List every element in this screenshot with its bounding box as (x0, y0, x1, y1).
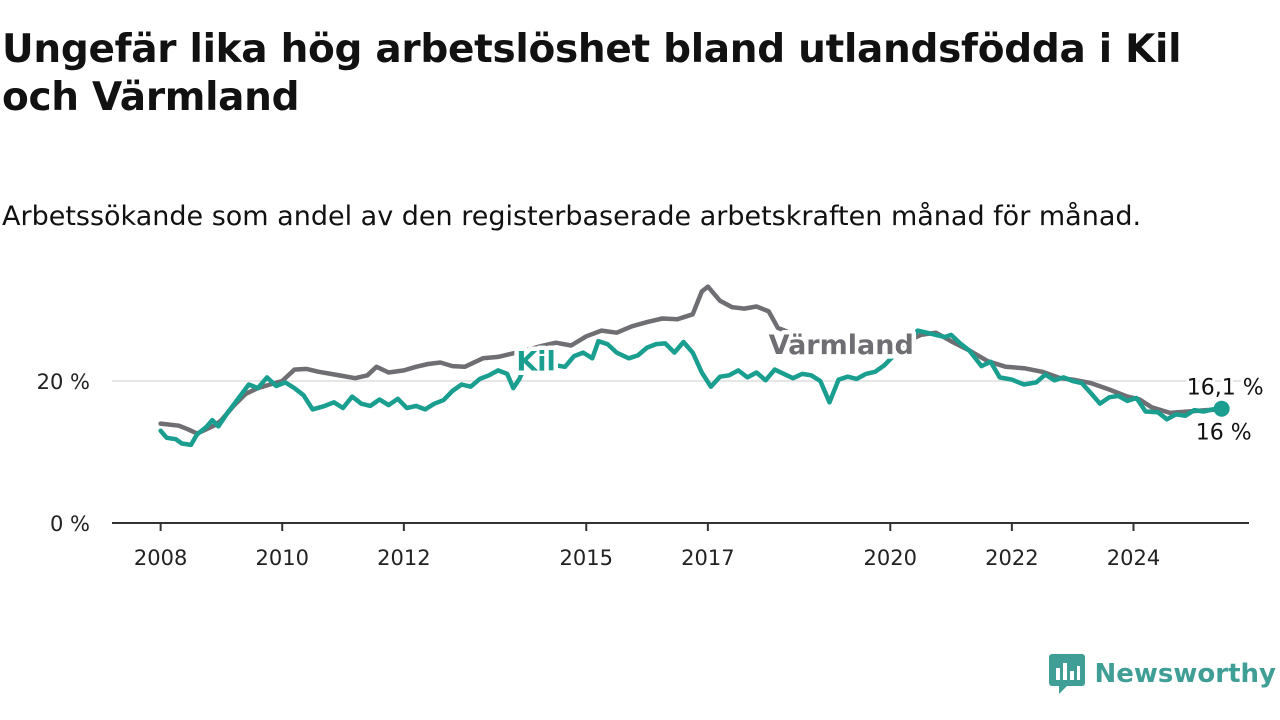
chart-subtitle: Arbetssökande som andel av den registerb… (2, 201, 1142, 232)
x-tick-label: 2015 (560, 546, 613, 570)
kil-end-marker (1213, 400, 1230, 417)
series-lines (158, 284, 1224, 448)
newsworthy-brand: Newsworthy (1048, 654, 1276, 694)
x-tick-label: 2024 (1107, 546, 1160, 570)
y-tick-label: 0 % (50, 512, 90, 536)
x-tick-label: 2010 (256, 546, 309, 570)
series-line-kil (158, 328, 1224, 448)
newsworthy-logo-icon (1048, 654, 1085, 694)
chart-title: Ungefär lika hög arbetslöshet bland utla… (2, 27, 1182, 120)
x-tick-label: 2012 (377, 546, 430, 570)
series-name-label: Värmland (769, 330, 914, 361)
x-tick-label: 2022 (985, 546, 1038, 570)
x-tick-label: 2020 (864, 546, 917, 570)
series-line-v-rmland (158, 284, 1224, 436)
x-tick-label: 2017 (681, 546, 734, 570)
kil-end-value-label: 16,1 % (1187, 376, 1264, 401)
x-tick-label: 2008 (134, 546, 187, 570)
series-name-label: Kil (516, 346, 555, 377)
y-tick-label: 20 % (37, 370, 90, 394)
axes: 0 % 20 % 2008 2010 2012 2015 2017 2020 2022 2024 (37, 370, 1249, 570)
labels: Värmland Kil 16,1 % 16 % (512, 326, 1267, 449)
varmland-end-value-label: 16 % (1196, 420, 1252, 445)
brand-name: Newsworthy (1094, 659, 1276, 689)
